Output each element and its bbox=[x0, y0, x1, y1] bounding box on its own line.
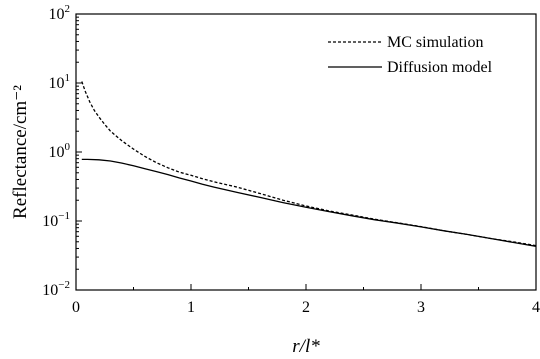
tick-marks bbox=[75, 13, 537, 291]
legend-label: MC simulation bbox=[387, 34, 483, 51]
plot-frame bbox=[75, 13, 537, 291]
x-tick-label: 1 bbox=[187, 299, 195, 316]
x-tick-label: 4 bbox=[532, 299, 540, 316]
x-axis-label: r/l* bbox=[292, 336, 320, 357]
legend: MC simulation Diffusion model bbox=[328, 34, 493, 76]
series-line-mc-simulation bbox=[81, 81, 537, 247]
y-tick-label: 102 bbox=[49, 3, 71, 23]
legend-label: Diffusion model bbox=[387, 59, 493, 76]
y-tick-label: 100 bbox=[49, 141, 71, 161]
series-lines bbox=[81, 81, 537, 247]
y-tick-label: 10−2 bbox=[42, 279, 70, 299]
y-tick-label: 101 bbox=[49, 72, 71, 92]
y-axis-label: Reflectance/cm⁻² bbox=[10, 85, 31, 219]
x-tick-label: 2 bbox=[302, 299, 310, 316]
x-tick-label: 0 bbox=[72, 299, 80, 316]
axes bbox=[75, 13, 537, 291]
tick-labels: 0 1 2 3 4 10−2 10−1 100 101 102 bbox=[42, 3, 540, 316]
x-tick-label: 3 bbox=[417, 299, 425, 316]
series-line-diffusion-model bbox=[81, 158, 537, 247]
y-tick-label: 10−1 bbox=[42, 210, 70, 230]
